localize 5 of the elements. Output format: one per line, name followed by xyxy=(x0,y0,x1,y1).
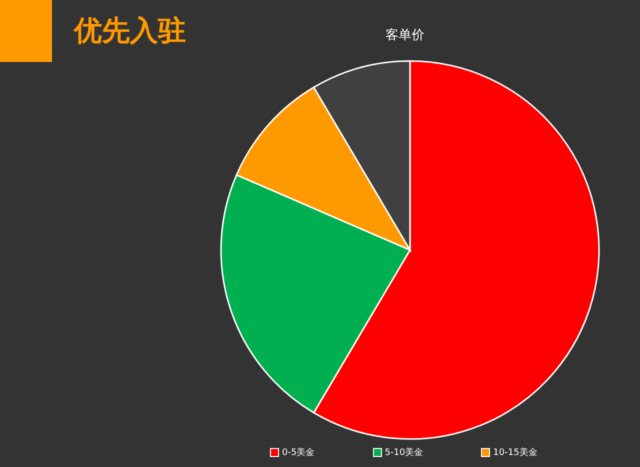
legend-label: 10-15美金 xyxy=(493,446,538,459)
legend-label: 5-10美金 xyxy=(384,446,424,459)
chart-subtitle: 客单价 xyxy=(384,27,426,44)
legend-label: 0-5美金 xyxy=(282,446,315,459)
chart-title: 优先入驻 xyxy=(74,13,186,49)
